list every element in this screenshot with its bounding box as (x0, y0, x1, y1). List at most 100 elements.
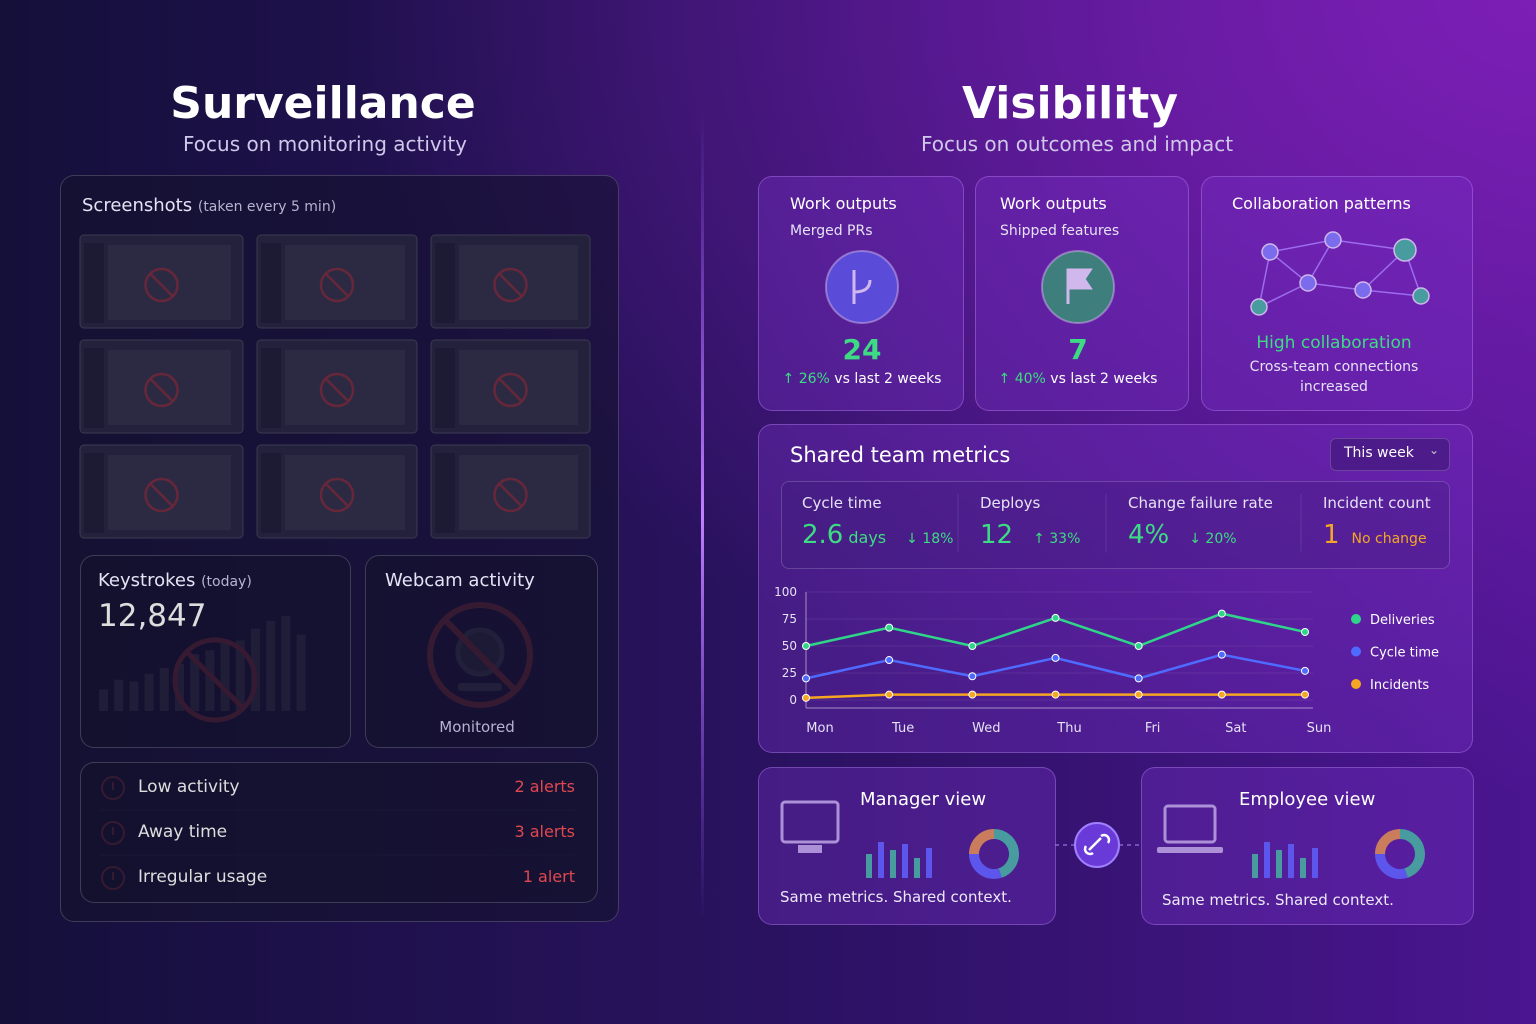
edge (1258, 282, 1309, 308)
alert-count: 1 alert (522, 867, 575, 886)
period-dropdown[interactable] (1330, 438, 1450, 471)
node (1393, 238, 1417, 262)
donut-seg (969, 853, 1002, 879)
card-value: 7 (1068, 333, 1088, 366)
point (1051, 653, 1060, 662)
point (885, 623, 894, 632)
view-caption: Same metrics. Shared context. (780, 888, 1012, 906)
alert-label: Low activity (138, 777, 240, 797)
mini-bar (866, 854, 872, 878)
collab-card (1201, 176, 1473, 411)
change: ↑ 26% (782, 371, 830, 387)
card-change: ↑ 26% vs last 2 weeks (783, 371, 942, 387)
line-chart: 0 25 50 75 100 Mon Tue Wed Thu Fri Sat Sun Deliverie… (774, 585, 1439, 736)
right-title: Visibility (961, 78, 1179, 129)
divider (701, 110, 704, 920)
metric-change: ↓ 18% (906, 531, 954, 547)
point (885, 656, 894, 665)
left-subtitle: Focus on monitoring activity (182, 132, 468, 156)
card-value: 24 (842, 333, 882, 366)
metric-value: 1 (1323, 520, 1340, 550)
metric-label: Deploys (980, 494, 1041, 512)
keystrokes-label: Keystrokes (today) (98, 570, 252, 591)
keystrokes-panel (80, 555, 351, 748)
mini-bar (1300, 858, 1306, 878)
webcam-label: Webcam activity (385, 570, 535, 591)
metric-label: Cycle time (802, 494, 882, 512)
legend-label: Incidents (1370, 678, 1429, 693)
screenshots-label: Screenshots (taken every 5 min) (82, 195, 336, 216)
y-tick-label: 75 (782, 612, 797, 626)
metric-change: No change (1351, 531, 1427, 547)
edge (1269, 239, 1334, 253)
donut-seg (969, 829, 995, 855)
metric-unit: days (848, 528, 887, 547)
metrics-box (781, 481, 1450, 569)
output-card (758, 176, 964, 411)
card-subtitle: Shipped features (1000, 223, 1120, 239)
edge (1307, 282, 1364, 291)
point (885, 690, 894, 699)
edge (1258, 251, 1271, 308)
point (968, 642, 977, 650)
x-tick-label: Tue (891, 721, 914, 736)
metric-label: Change failure rate (1128, 494, 1273, 512)
point (1134, 690, 1143, 699)
output-card (975, 176, 1189, 411)
card-title: Work outputs (1000, 194, 1107, 213)
card-subtitle: Merged PRs (790, 223, 873, 239)
point (968, 690, 977, 699)
alert-label: Irregular usage (138, 867, 268, 887)
point (1134, 642, 1143, 650)
donut-seg (1375, 853, 1408, 879)
monitor (780, 800, 840, 844)
x-tick-label: Mon (806, 721, 833, 736)
donut-seg (993, 829, 1019, 878)
point (1051, 613, 1060, 622)
point (1301, 690, 1309, 699)
view-title: Manager view (860, 789, 987, 810)
mini-bar (878, 842, 884, 878)
view-card (1141, 767, 1474, 925)
mini-bar (1264, 842, 1270, 878)
metric-value: 12 (980, 520, 1014, 550)
metric-row: 4% ↓ 20% (1128, 520, 1237, 550)
node (1354, 281, 1372, 299)
y-tick-label: 100 (774, 585, 797, 599)
card-change: ↑ 40% vs last 2 weeks (999, 371, 1158, 387)
x-tick-label: Thu (1056, 721, 1081, 736)
left-title: Surveillance (170, 78, 476, 129)
point (1051, 690, 1060, 699)
point (1217, 690, 1226, 699)
x-tick-label: Wed (972, 721, 1000, 736)
note: (today) (201, 574, 252, 590)
label: Keystrokes (98, 570, 196, 591)
laptop (1163, 804, 1217, 844)
legend-label: Cycle time (1370, 646, 1439, 661)
compare: vs last 2 weeks (834, 371, 942, 387)
metric-row: 2.6 days ↓ 18% (802, 520, 953, 550)
y-tick-label: 25 (782, 666, 797, 680)
mini-bar (926, 848, 932, 878)
point (1134, 674, 1143, 683)
legend-dot (1351, 679, 1361, 689)
alert-count: 3 alerts (514, 822, 575, 841)
point (802, 642, 810, 650)
mini-bar (1276, 850, 1282, 878)
mini-bar (1312, 848, 1318, 878)
mini-bar (914, 858, 920, 878)
y-tick-label: 50 (782, 639, 797, 653)
node (1412, 287, 1430, 305)
node (1324, 231, 1342, 249)
metric-label: Incident count (1323, 494, 1431, 512)
view-title: Employee view (1239, 789, 1376, 810)
edge (1362, 289, 1422, 297)
donut-seg (1399, 829, 1425, 878)
metrics-panel (758, 424, 1473, 753)
point (802, 674, 810, 683)
monitor-stand (798, 845, 822, 853)
x-tick-label: Sun (1307, 721, 1332, 736)
period-label: This week (1344, 445, 1414, 461)
link-icon (1074, 822, 1120, 868)
